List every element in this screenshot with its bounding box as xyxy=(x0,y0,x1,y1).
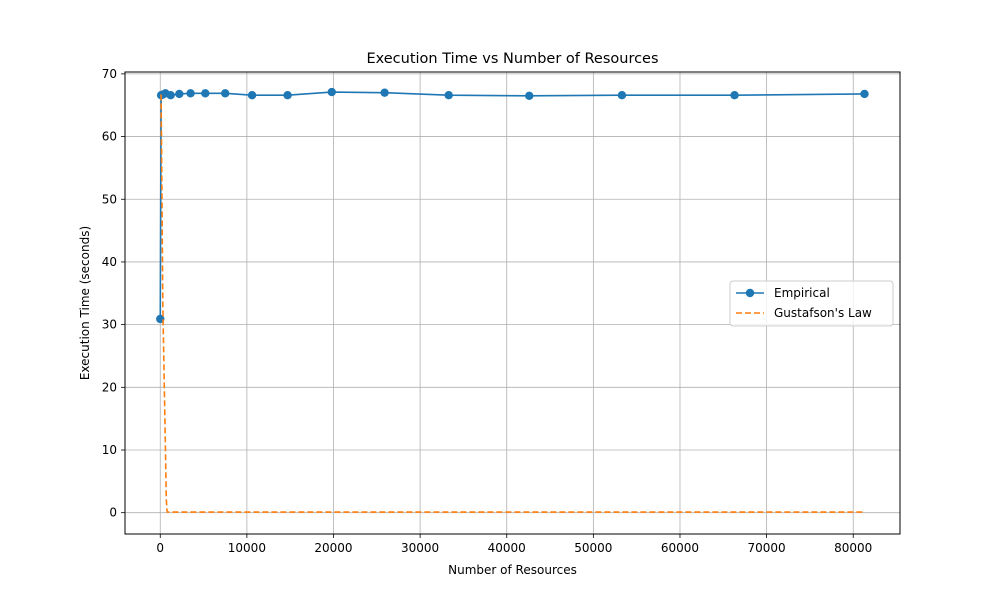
data-point xyxy=(525,91,534,101)
data-point xyxy=(221,89,230,98)
data-point xyxy=(380,88,389,97)
series-line-1 xyxy=(160,94,865,513)
x-tick-label: 0 xyxy=(156,541,164,555)
plot-frame xyxy=(124,71,901,535)
y-tick-label: 60 xyxy=(102,130,117,144)
x-tick-label: 30000 xyxy=(401,541,439,555)
x-tick-label: 50000 xyxy=(574,541,612,555)
y-tick-label: 40 xyxy=(102,255,117,269)
y-axis-label: Execution Time (seconds) xyxy=(78,226,92,380)
y-tick-label: 50 xyxy=(102,192,117,206)
data-point xyxy=(186,89,195,98)
data-point xyxy=(166,90,175,100)
legend: Empirical Gustafson's Law xyxy=(729,280,894,327)
data-point xyxy=(860,89,869,99)
x-tick-label: 70000 xyxy=(748,541,786,555)
x-tick-label: 40000 xyxy=(488,541,526,555)
x-tick-label: 10000 xyxy=(228,541,266,555)
legend-label: Empirical xyxy=(774,286,830,300)
legend-swatch-marker xyxy=(745,288,755,298)
y-tick-label: 10 xyxy=(102,443,117,457)
x-tick-label: 20000 xyxy=(314,541,352,555)
x-tick-label: 80000 xyxy=(834,541,872,555)
x-tick-label: 60000 xyxy=(661,541,699,555)
y-tick-label: 70 xyxy=(102,67,117,81)
legend-label: Gustafson's Law xyxy=(774,306,872,320)
data-point xyxy=(247,90,257,100)
y-tick-label: 30 xyxy=(102,318,117,332)
data-point xyxy=(201,89,210,98)
data-point xyxy=(283,90,292,100)
y-tick-label: 0 xyxy=(109,506,117,520)
data-point xyxy=(730,90,739,100)
y-tick-label: 20 xyxy=(102,380,117,394)
ticks: 0 10000 20000 30000 40000 50000 60000 70000 8000… xyxy=(102,67,873,555)
series-layer xyxy=(156,87,869,513)
legend-box xyxy=(729,280,894,327)
data-point xyxy=(175,89,184,99)
data-point xyxy=(444,90,453,100)
x-axis-label: Number of Resources xyxy=(448,563,577,577)
data-point xyxy=(617,90,627,100)
data-point xyxy=(327,87,336,97)
chart-title: Execution Time vs Number of Resources xyxy=(366,51,658,67)
